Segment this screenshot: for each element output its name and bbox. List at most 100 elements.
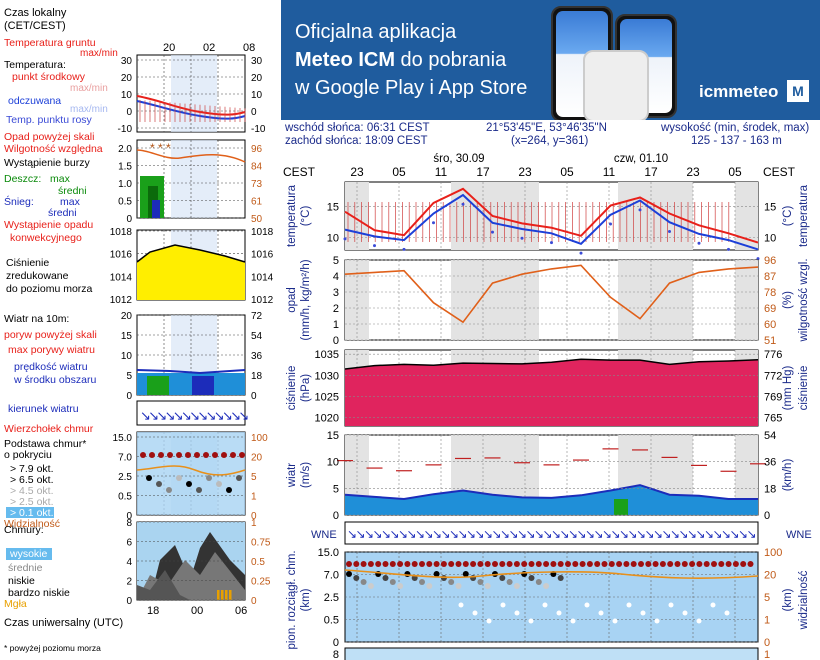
app-banner[interactable]: Oficjalna aplikacja Meteo ICM do pobrani…	[281, 0, 820, 120]
utc-tick: 00	[191, 605, 203, 617]
day-label: czw, 01.10	[614, 153, 668, 165]
wind-arrow: ↘	[415, 527, 425, 541]
storm-icon: *	[150, 141, 155, 155]
wind-arrow: ↘	[165, 408, 176, 423]
cloud-base-dot	[411, 561, 418, 567]
legend-snow-bar	[152, 200, 160, 218]
sunrise: wschód słońca: 06:31 CEST	[285, 122, 430, 134]
grid-point: (x=264, y=361)	[511, 135, 589, 147]
local-time-label: Czas lokalny	[4, 7, 67, 19]
tick-label: 1012	[251, 295, 274, 306]
cloud-dot	[221, 452, 227, 458]
utc-tick: 06	[235, 605, 247, 617]
legend-pressure-line	[136, 244, 246, 263]
tick-label: 20	[121, 311, 133, 322]
cloud-base-dot	[528, 561, 535, 567]
legend-okt: > 0.1 okt.	[10, 507, 54, 519]
cloud-base-dot	[499, 561, 506, 567]
legend-soil-range: max/min	[80, 48, 118, 59]
cloud-dot	[196, 487, 202, 493]
tick-label: 769	[764, 391, 782, 403]
brand-logo: icmmeteo	[699, 82, 779, 101]
cloud-base-dot	[360, 579, 367, 585]
coordinates: 21°53'45"E, 53°46'35"N	[486, 122, 607, 134]
legend-cloud-base: Podstawa chmur*	[4, 438, 86, 450]
wind-arrow: ↘	[619, 527, 629, 541]
cloud-dot	[158, 452, 164, 458]
wind-arrow: ↘	[645, 527, 655, 541]
cloud-base-dot	[601, 561, 608, 567]
legend-pressure: zredukowane	[6, 270, 69, 282]
legend-panel: Czas lokalny(CET/CEST)20 02 083020100-1030…	[4, 7, 274, 653]
tz-label: CEST	[763, 165, 796, 179]
tick-label: 10	[764, 233, 776, 245]
wind-unit: (km/h)	[782, 459, 794, 492]
hour-tick: 11	[435, 165, 448, 179]
storm-icon: *	[166, 141, 171, 155]
elevation-label: wysokość (min, środek, max)	[661, 122, 810, 134]
wind-arrow: ↘	[347, 527, 357, 541]
tick-label: 54	[764, 430, 776, 442]
legend-snow-mean: średni	[48, 207, 77, 219]
cloud-base-dot	[486, 618, 492, 624]
legend-high: wysokie	[9, 548, 48, 560]
visibility-axis-label: widzialność	[798, 570, 810, 630]
hour-tick: 23	[518, 165, 532, 179]
tick-label: 73	[251, 179, 263, 190]
tick-label: 20	[764, 570, 776, 582]
wind-arrow: ↘	[230, 408, 241, 423]
tick-label: 60	[764, 319, 776, 331]
tz-label: CEST	[283, 165, 316, 179]
tick-label: 2	[126, 577, 132, 588]
legend-humidity-line	[136, 149, 246, 163]
cloud-base-dot	[492, 561, 498, 567]
tick-label: 20	[251, 453, 263, 464]
tick-label: 1	[764, 615, 770, 627]
cloud-base-dot	[514, 610, 520, 616]
cloud-dot	[194, 452, 200, 458]
legend-feels-range: max/min	[70, 104, 108, 115]
cloud-base-dot	[404, 571, 411, 577]
pressure-fill	[345, 359, 758, 426]
cloud-base-dot	[360, 561, 367, 567]
tick-label: 10	[121, 90, 133, 101]
legend-rain-max: max	[50, 173, 71, 185]
tick-label: 0.5	[118, 492, 132, 503]
tick-label: 1025	[315, 391, 339, 403]
wind-arrow: ↘	[543, 527, 553, 541]
cloud-base-dot	[703, 561, 710, 567]
tick-label: 15	[121, 331, 133, 342]
tick-label: 0	[333, 510, 339, 522]
wind-arrow: ↘	[356, 527, 366, 541]
tick-label: 96	[251, 144, 263, 155]
cloud-base-dot	[353, 561, 360, 567]
wind-arrow: ↘	[594, 527, 604, 541]
tick-label: 0	[126, 107, 132, 118]
hour-tick: 05	[560, 165, 574, 179]
legend-feels-label: odczuwana	[8, 95, 61, 107]
legend-rain-mean: średni	[58, 185, 87, 197]
cloud-base-dot	[654, 618, 660, 624]
wind-arrow: ↘	[560, 527, 570, 541]
legend-clouds: Chmury:	[4, 524, 44, 536]
legend-rain-above: Opad powyżej skali	[4, 131, 94, 143]
hour-tick: 23	[686, 165, 700, 179]
tick-label: 1016	[110, 250, 133, 261]
wind-arrow: ↘	[730, 527, 740, 541]
tick-label: 15	[327, 202, 339, 214]
cloud-base-dot	[382, 575, 389, 581]
banner-line1: Oficjalna aplikacja	[295, 21, 457, 43]
banner-line3: w Google Play i App Store	[295, 77, 528, 99]
cloud-base-dot	[484, 583, 491, 589]
day-label: śro, 30.09	[433, 153, 484, 165]
cloud-base-dot	[513, 583, 520, 589]
dew-point	[343, 237, 347, 241]
cloud-base-dot	[689, 561, 696, 567]
cloud-base-dot	[367, 561, 374, 567]
cloud-base-dot	[458, 602, 464, 608]
cloud-base-dot	[462, 571, 469, 577]
cloud-base-dot	[455, 561, 462, 567]
cloud-base-dot	[612, 618, 618, 624]
cloud-base-dot	[382, 561, 389, 567]
